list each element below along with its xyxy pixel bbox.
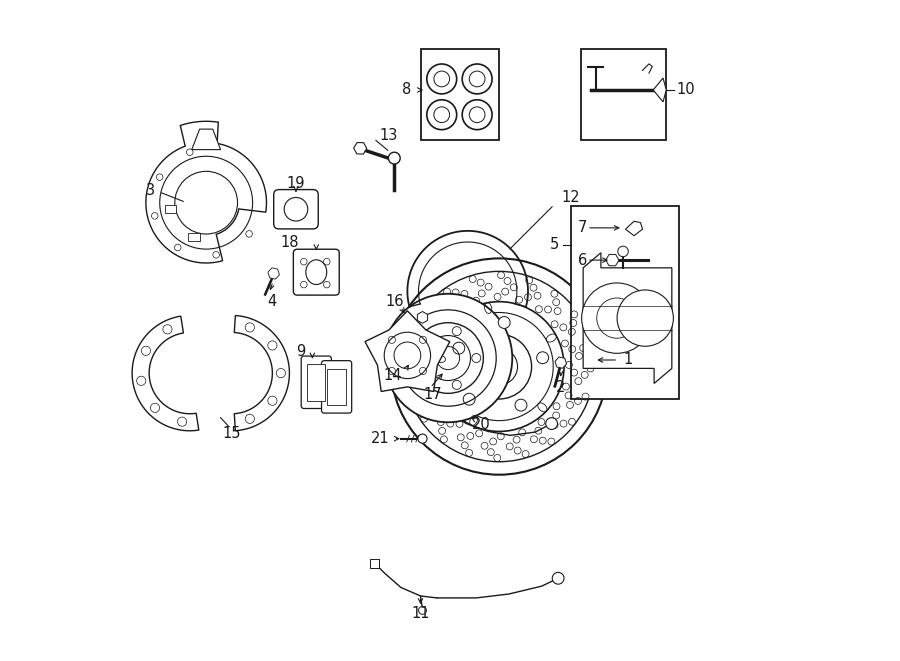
Text: 12: 12 [562, 190, 580, 205]
Bar [328, 369, 346, 405]
Circle shape [389, 152, 400, 164]
Circle shape [581, 283, 652, 353]
Bar [307, 364, 326, 401]
Bar [572, 206, 680, 399]
Text: 1: 1 [624, 352, 633, 368]
Circle shape [499, 317, 510, 329]
Bar [581, 49, 666, 140]
Circle shape [472, 354, 481, 362]
Circle shape [545, 418, 557, 430]
Circle shape [536, 352, 549, 364]
Polygon shape [365, 311, 450, 391]
Polygon shape [132, 316, 199, 431]
Circle shape [464, 393, 475, 405]
Text: 17: 17 [424, 387, 443, 402]
Circle shape [383, 293, 512, 422]
Text: 2: 2 [556, 380, 565, 395]
Polygon shape [653, 78, 666, 102]
Text: 13: 13 [380, 128, 398, 143]
Bar [370, 559, 379, 568]
Text: 5: 5 [550, 237, 560, 252]
Text: 7: 7 [578, 220, 587, 235]
Text: 10: 10 [676, 83, 695, 97]
Text: 18: 18 [280, 235, 299, 250]
Circle shape [435, 301, 564, 432]
Circle shape [420, 337, 429, 346]
Polygon shape [192, 129, 220, 149]
Text: 21: 21 [371, 431, 390, 446]
Bar [409, 362, 417, 371]
Polygon shape [234, 315, 290, 431]
Circle shape [553, 572, 564, 584]
Polygon shape [146, 121, 266, 263]
Text: 20: 20 [472, 417, 490, 432]
Circle shape [453, 327, 462, 336]
Text: 11: 11 [411, 606, 430, 621]
Bar [165, 205, 176, 213]
FancyBboxPatch shape [274, 190, 319, 229]
Text: 9: 9 [296, 344, 305, 359]
Text: 6: 6 [578, 253, 587, 268]
FancyBboxPatch shape [302, 356, 331, 408]
Circle shape [418, 313, 428, 322]
Text: 19: 19 [287, 176, 305, 190]
Bar [420, 49, 500, 140]
Circle shape [420, 370, 429, 379]
Circle shape [391, 258, 608, 475]
Text: 15: 15 [222, 426, 241, 441]
Bar [188, 233, 200, 241]
Text: 4: 4 [267, 293, 276, 309]
Circle shape [418, 606, 427, 614]
Circle shape [453, 342, 464, 354]
FancyBboxPatch shape [321, 361, 352, 413]
Polygon shape [626, 221, 643, 236]
Text: 16: 16 [385, 294, 403, 309]
Polygon shape [583, 253, 671, 383]
Text: 8: 8 [402, 83, 411, 97]
Text: 14: 14 [383, 368, 401, 383]
Circle shape [617, 246, 628, 256]
Circle shape [453, 381, 462, 389]
Circle shape [418, 434, 428, 444]
FancyBboxPatch shape [293, 249, 339, 295]
Circle shape [515, 399, 526, 411]
Text: 3: 3 [146, 183, 155, 198]
Circle shape [617, 290, 673, 346]
